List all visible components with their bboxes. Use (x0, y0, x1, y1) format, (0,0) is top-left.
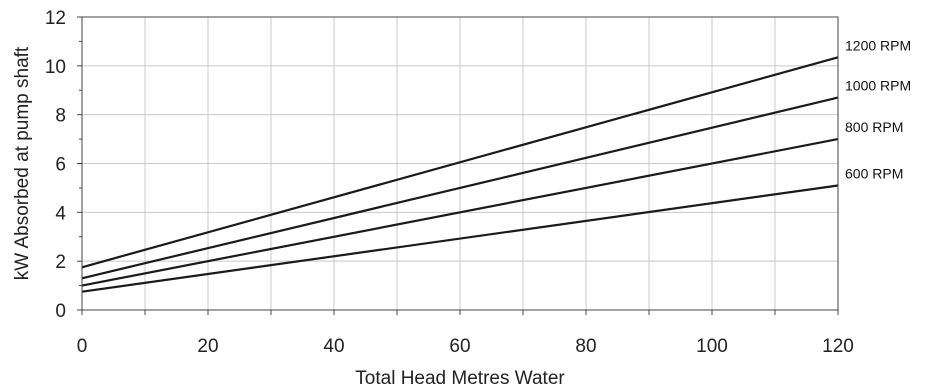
y-tick-label: 6 (55, 155, 66, 176)
plot-frame (81, 16, 839, 311)
x-tick-label: 60 (449, 336, 470, 357)
series-lines (81, 56, 839, 293)
x-tick-label: 120 (822, 336, 854, 357)
series-label: 1000 RPM (845, 78, 911, 94)
series-line (81, 96, 839, 280)
y-tick-label: 2 (55, 252, 66, 273)
minor-ticks (77, 16, 839, 315)
x-tick-label: 20 (197, 336, 218, 357)
x-tick-label: 40 (323, 336, 344, 357)
x-tick-label: 80 (575, 336, 596, 357)
series-label: 800 RPM (845, 119, 903, 135)
series-line (81, 138, 839, 287)
x-tick-label: 100 (696, 336, 728, 357)
series-label: 600 RPM (845, 165, 903, 181)
y-tick-label: 0 (55, 301, 66, 322)
series-line (81, 56, 839, 269)
series-line (81, 184, 839, 293)
x-tick-labels: 0 20 40 60 80 100 120 (77, 336, 854, 357)
series-label: 1200 RPM (845, 37, 911, 53)
y-axis-title: kW Absorbed at pump shaft (12, 46, 33, 280)
y-tick-label: 10 (45, 57, 66, 78)
grid (81, 16, 839, 311)
y-tick-labels: 0 2 4 6 8 10 12 (45, 8, 67, 322)
y-tick-label: 4 (55, 203, 66, 224)
x-axis-title: Total Head Metres Water (355, 368, 565, 389)
y-tick-label: 8 (55, 106, 66, 127)
series-labels: 1200 RPM 1000 RPM 800 RPM 600 RPM (845, 37, 911, 181)
x-tick-label: 0 (77, 336, 88, 357)
y-tick-label: 12 (45, 8, 66, 29)
